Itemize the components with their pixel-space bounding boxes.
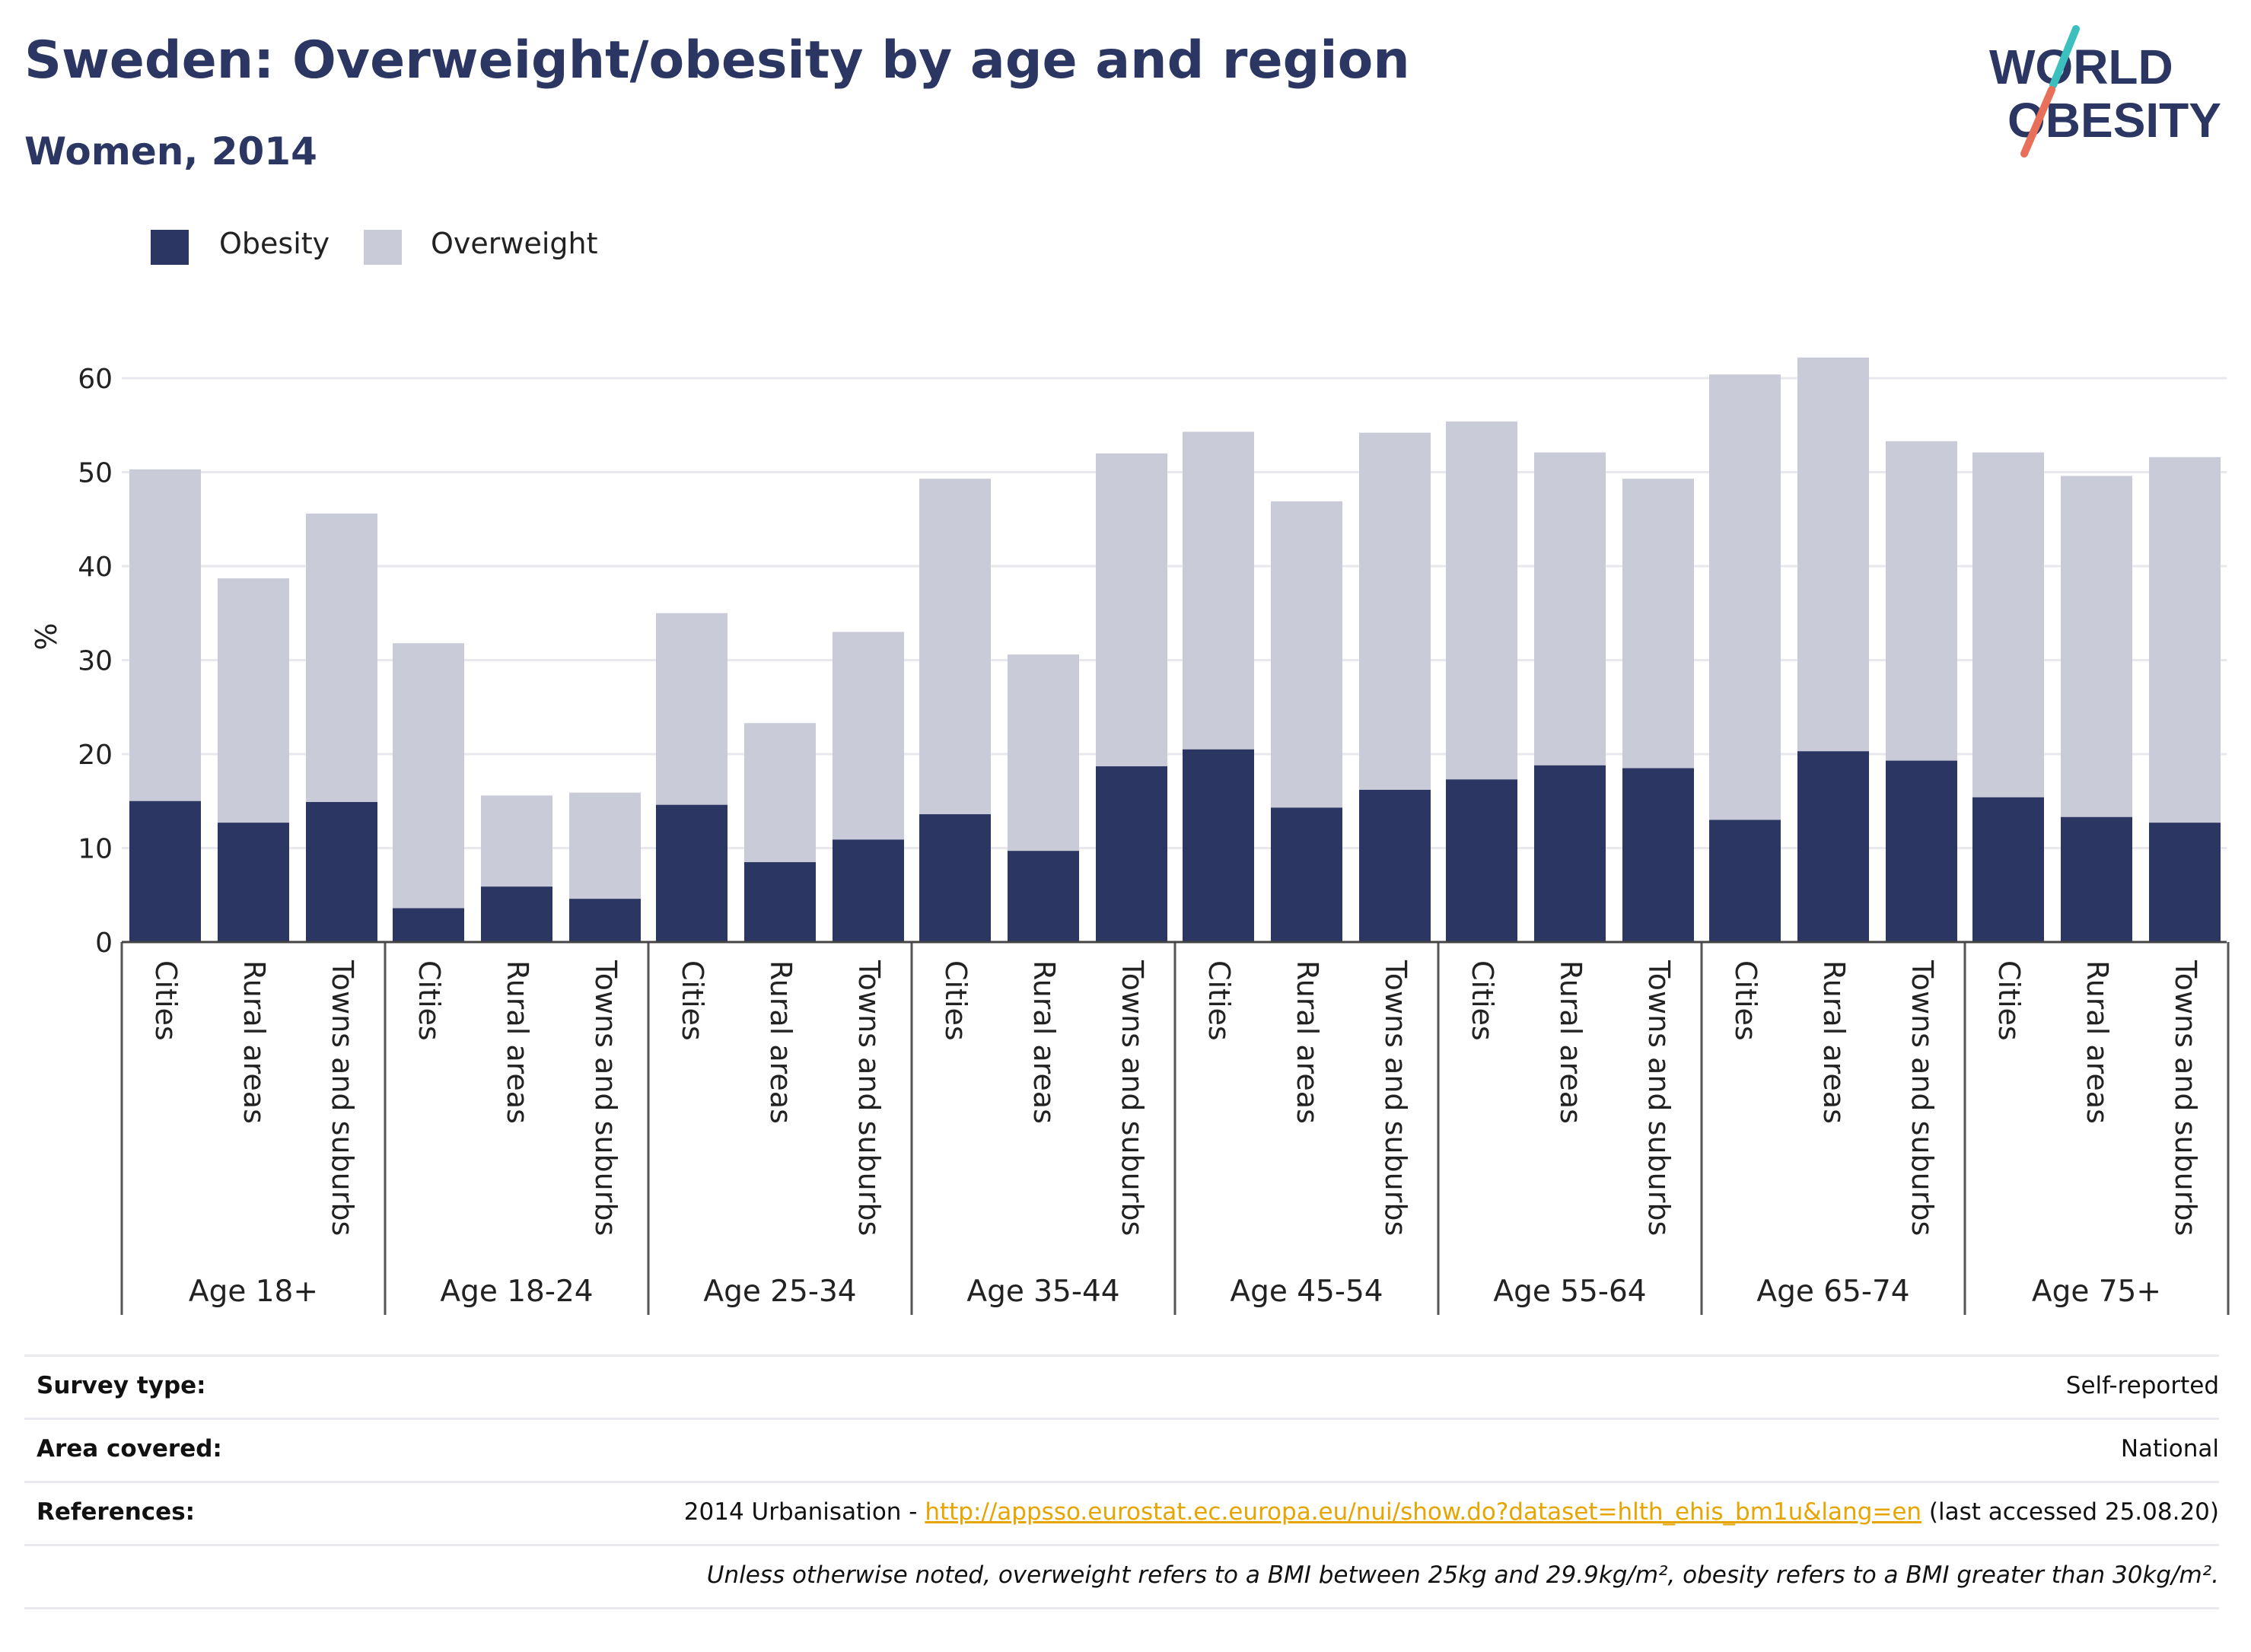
bar-overweight [393,643,464,942]
bar-obesity [744,862,816,942]
x-group-label: Age 18-24 [440,1275,593,1309]
bar-obesity [1096,766,1167,942]
bar-obesity [2149,823,2221,942]
area-covered-label: Area covered: [37,1435,222,1463]
bar-obesity [656,804,728,942]
x-category-label: Cities [149,960,183,1041]
x-category-label: Rural areas [764,960,798,1124]
x-category-label: Rural areas [1027,960,1061,1124]
x-category-label: Towns and suburbs [1642,960,1676,1236]
survey-type-value: Self-reported [2065,1372,2219,1399]
bar-obesity [1972,797,2044,942]
bar-obesity [129,801,201,942]
x-category-label: Rural areas [237,960,271,1124]
bar-obesity [1271,807,1342,942]
x-group-label: Age 45-54 [1230,1275,1383,1309]
x-category-label: Rural areas [1817,960,1851,1124]
y-tick-label: 0 [95,928,113,959]
bar-obesity [1446,779,1517,942]
bar-obesity [218,823,289,942]
x-category-label: Cities [1466,960,1499,1041]
references-value: 2014 Urbanisation - http://appsso.eurost… [684,1498,2219,1526]
chart-title: Sweden: Overweight/obesity by age and re… [24,30,1410,91]
bar-obesity [569,899,641,942]
references-suffix: (last accessed 25.08.20) [1921,1498,2219,1526]
x-category-label: Rural areas [501,960,534,1124]
references-link[interactable]: http://appsso.eurostat.ec.europa.eu/nui/… [925,1498,1922,1526]
x-category-label: Towns and suburbs [2169,960,2202,1236]
bar-obesity [1709,820,1781,942]
y-tick-label: 40 [78,552,113,583]
x-category-label: Cities [1202,960,1236,1041]
bar-obesity [1008,851,1079,942]
x-category-label: Cities [1992,960,2026,1041]
y-tick-label: 10 [78,834,113,865]
info-row-references: References: 2014 Urbanisation - http://a… [24,1481,2219,1544]
x-group-label: Age 55-64 [1493,1275,1646,1309]
legend-swatch-overweight [364,230,402,265]
x-category-label: Towns and suburbs [1379,960,1412,1236]
bar-obesity [393,908,464,942]
bar-obesity [1797,751,1869,942]
info-row-note: Unless otherwise noted, overweight refer… [24,1544,2219,1609]
logo-slash-top [2049,25,2080,89]
bar-obesity [1622,768,1694,942]
logo-slash-bottom [2020,86,2055,158]
legend-label-obesity: Obesity [219,227,330,260]
x-group-label: Age 65-74 [1756,1275,1909,1309]
x-group-label: Age 35-44 [966,1275,1119,1309]
info-row-area: Area covered: National [24,1418,2219,1481]
survey-type-label: Survey type: [37,1372,206,1399]
x-group-label: Age 25-34 [703,1275,856,1309]
x-category-label: Towns and suburbs [852,960,886,1236]
y-axis-title: % [30,623,63,651]
info-row-survey-type: Survey type: Self-reported [24,1354,2219,1418]
bar-obesity [306,801,377,942]
references-label: References: [37,1498,196,1526]
bar-chart: 0 10 20 30 40 50 60% Cities Rural areas Towns and… [30,357,2230,1315]
x-category-label: Towns and suburbs [589,960,622,1236]
legend-swatch-obesity [151,230,189,265]
bar-obesity [2061,816,2132,942]
x-category-label: Towns and suburbs [326,960,359,1236]
logo-line1: WORLD [1989,40,2173,94]
x-group-label: Age 18+ [189,1275,318,1309]
bmi-note: Unless otherwise noted, overweight refer… [706,1561,2219,1589]
x-category-label: Rural areas [2081,960,2114,1124]
y-tick-label: 20 [78,740,113,771]
bar-obesity [481,886,552,942]
bar-obesity [833,839,904,942]
x-category-label: Cities [676,960,709,1041]
bar-obesity [1886,760,1957,942]
references-prefix: 2014 Urbanisation - [683,1498,925,1526]
x-category-label: Rural areas [1291,960,1324,1124]
legend-label-overweight: Overweight [431,227,598,260]
bar-obesity [919,814,991,942]
x-category-label: Cities [1729,960,1762,1041]
x-category-label: Towns and suburbs [1116,960,1149,1236]
world-obesity-logo: WORLD OBESITY [1989,25,2221,158]
x-category-label: Towns and suburbs [1906,960,1939,1236]
y-tick-label: 60 [78,364,113,395]
y-tick-label: 50 [78,458,113,489]
info-table: Survey type: Self-reported Area covered:… [24,1354,2219,1609]
chart-subtitle: Women, 2014 [24,129,317,173]
y-tick-label: 30 [78,646,113,677]
x-category-label: Rural areas [1554,960,1587,1124]
x-category-label: Cities [412,960,446,1041]
area-covered-value: National [2120,1435,2219,1463]
bar-obesity [1183,749,1254,942]
x-category-label: Cities [939,960,973,1041]
bar-obesity [1359,789,1431,942]
x-group-label: Age 75+ [2032,1275,2161,1309]
bar-obesity [1534,765,1606,942]
